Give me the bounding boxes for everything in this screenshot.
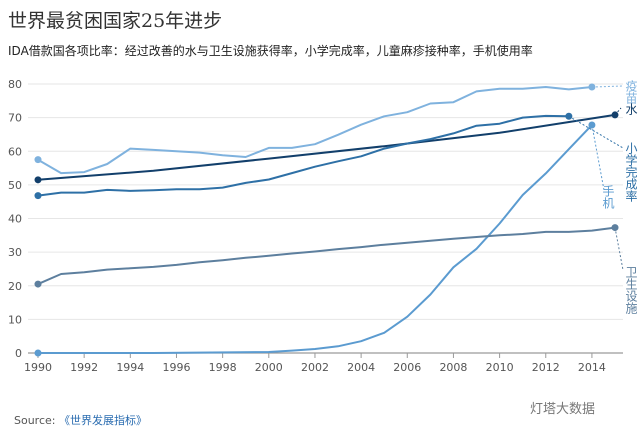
y-tick-label: 20 [8, 280, 22, 293]
x-tick-label: 1998 [209, 361, 237, 374]
y-tick-label: 40 [8, 213, 22, 226]
label-leader-line [591, 85, 624, 88]
y-tick-label: 50 [8, 179, 22, 192]
chart-title: 世界最贫困国家25年进步 [8, 10, 223, 32]
x-tick-label: 2010 [486, 361, 514, 374]
label-leader-line [614, 107, 622, 116]
series-start-marker [34, 156, 42, 164]
series-label: 水 [624, 103, 638, 115]
x-tick-label: 2014 [578, 361, 606, 374]
x-tick-label: 2008 [439, 361, 467, 374]
x-axis: 1990 1992 1994 1996 1998 2000 2002 2004 2006 2008… [24, 353, 606, 374]
label-leader-line [591, 124, 605, 191]
x-tick-label: 1990 [24, 361, 52, 374]
y-tick-label: 30 [8, 246, 22, 259]
series-start-marker [34, 280, 42, 288]
x-tick-label: 1994 [116, 361, 144, 374]
series-label: 手机 [601, 185, 615, 209]
series-label: 卫生设施 [624, 266, 638, 314]
watermark: 灯塔大数据 [530, 402, 596, 417]
x-tick-label: 1996 [162, 361, 190, 374]
x-tick-label: 2002 [301, 361, 329, 374]
x-tick-label: 2012 [532, 361, 560, 374]
series-line [37, 113, 616, 181]
series-line [37, 86, 593, 175]
x-tick-label: 2006 [393, 361, 421, 374]
source-label: Source: [14, 414, 56, 427]
series-start-marker [34, 192, 42, 200]
label-leader-line [568, 115, 624, 149]
x-tick-label: 1992 [70, 361, 98, 374]
source-link[interactable]: 《世界发展指标》 [59, 414, 147, 427]
series-line [37, 226, 616, 286]
source-note: Source: 《世界发展指标》 [14, 412, 147, 428]
series-start-marker [34, 176, 42, 184]
series-start-marker [34, 349, 42, 357]
x-tick-label: 2000 [255, 361, 283, 374]
y-tick-label: 0 [15, 347, 22, 360]
series-line [37, 124, 593, 354]
y-tick-label: 10 [8, 313, 22, 326]
series-line [37, 114, 570, 197]
label-leader-lines [568, 85, 624, 271]
series-label: 疫苗 [624, 79, 638, 104]
chart-subtitle: IDA借款国各项比率：经过改善的水与卫生设施获得率，小学完成率，儿童麻疹接种率，… [8, 44, 533, 58]
y-axis: 0 10 20 30 40 50 60 70 80 [8, 78, 22, 360]
series-label: 小学完成率 [624, 142, 638, 202]
y-tick-label: 70 [8, 112, 22, 125]
label-leader-line [614, 227, 624, 271]
gridlines [28, 83, 623, 354]
series-lines [34, 83, 619, 357]
x-tick-label: 2004 [347, 361, 375, 374]
y-tick-label: 60 [8, 145, 22, 158]
y-tick-label: 80 [8, 78, 22, 91]
series-end-marker [588, 121, 596, 129]
